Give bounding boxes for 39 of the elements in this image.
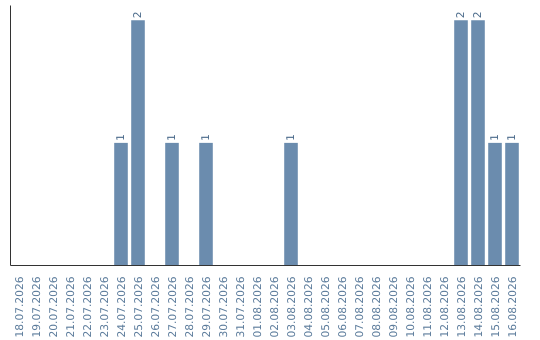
data-label: 1 bbox=[284, 134, 297, 141]
x-tick-label: 01.08.2026 bbox=[251, 276, 264, 338]
x-tick-label: 07.08.2026 bbox=[353, 276, 366, 338]
x-tick-label: 11.08.2026 bbox=[421, 276, 434, 338]
data-label: 2 bbox=[454, 11, 467, 18]
x-tick-label: 14.08.2026 bbox=[472, 276, 485, 338]
x-tick-label: 12.08.2026 bbox=[438, 276, 451, 338]
x-tick-label: 03.08.2026 bbox=[285, 276, 298, 338]
x-tick-label: 24.07.2026 bbox=[115, 276, 128, 338]
x-tick-label: 25.07.2026 bbox=[132, 276, 145, 338]
data-label: 2 bbox=[131, 11, 144, 18]
x-tick-label: 13.08.2026 bbox=[455, 276, 468, 338]
x-tick-label: 31.07.2026 bbox=[234, 276, 247, 338]
data-label: 1 bbox=[114, 134, 127, 141]
x-tick-label: 10.08.2026 bbox=[404, 276, 417, 338]
x-tick-label: 04.08.2026 bbox=[302, 276, 315, 338]
x-tick-label: 16.08.2026 bbox=[506, 276, 519, 338]
data-label: 2 bbox=[471, 11, 484, 18]
x-tick-label: 20.07.2026 bbox=[47, 276, 60, 338]
data-label: 1 bbox=[505, 134, 518, 141]
x-tick-label: 09.08.2026 bbox=[387, 276, 400, 338]
data-label: 1 bbox=[199, 134, 212, 141]
x-tick-label: 19.07.2026 bbox=[30, 276, 43, 338]
x-tick-label: 27.07.2026 bbox=[166, 276, 179, 338]
x-tick-label: 06.08.2026 bbox=[336, 276, 349, 338]
x-tick-label: 05.08.2026 bbox=[319, 276, 332, 338]
x-tick-label: 30.07.2026 bbox=[217, 276, 230, 338]
x-tick-label: 23.07.2026 bbox=[98, 276, 111, 338]
data-label: 1 bbox=[488, 134, 501, 141]
x-tick-label: 26.07.2026 bbox=[149, 276, 162, 338]
x-tick-label: 22.07.2026 bbox=[81, 276, 94, 338]
x-tick-label: 28.07.2026 bbox=[183, 276, 196, 338]
x-tick-label: 18.07.2026 bbox=[13, 276, 26, 338]
x-tick-label: 29.07.2026 bbox=[200, 276, 213, 338]
data-label: 1 bbox=[165, 134, 178, 141]
x-tick-label: 21.07.2026 bbox=[64, 276, 77, 338]
x-tick-label: 02.08.2026 bbox=[268, 276, 281, 338]
x-tick-label: 08.08.2026 bbox=[370, 276, 383, 338]
x-tick-label: 15.08.2026 bbox=[489, 276, 502, 338]
